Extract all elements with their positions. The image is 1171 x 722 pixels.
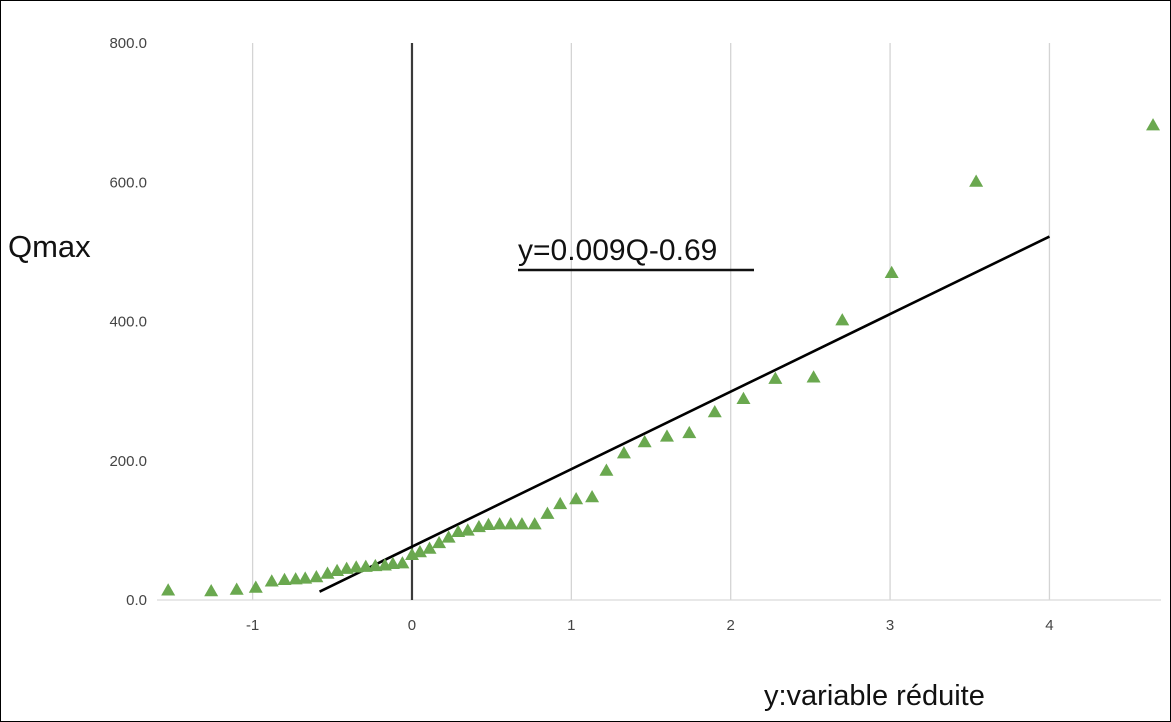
data-point-triangle [682,425,697,439]
data-point-triangle [835,313,850,326]
data-point-triangle [637,434,652,448]
data-point-triangle [616,446,631,459]
x-tick-label: 2 [727,617,735,634]
data-point-triangle [432,535,447,549]
y-tick-label: 200.0 [109,453,147,470]
data-point-triangle [288,572,303,585]
data-point-triangle [492,517,507,530]
x-tick-label: 4 [1045,617,1053,634]
x-tick-label: 0 [408,617,416,634]
data-point-triangle [768,371,783,384]
data-points [161,118,1161,597]
data-point-triangle [385,556,400,570]
data-point-triangle [707,405,722,418]
x-axis-title: y:variable réduite [764,680,985,712]
data-point-triangle [229,582,244,595]
data-point-triangle [553,496,568,510]
grid-lines [251,43,1051,600]
y-tick-label: 600.0 [109,174,147,191]
data-point-triangle [969,174,984,187]
data-point-triangle [503,517,518,530]
data-point-triangle [358,559,373,572]
trendline-path [318,235,1051,593]
data-point-triangle [298,571,313,584]
data-point-triangle [349,560,364,573]
data-point-triangle [395,556,410,569]
data-point-triangle [460,523,475,536]
data-point-triangle [422,541,437,554]
data-point-triangle [806,370,821,383]
equation-text: y=0.009Q-0.69 [518,234,717,267]
y-tick-label: 400.0 [109,314,147,331]
data-point-triangle [585,489,600,503]
data-point-triangle [339,561,354,574]
data-point-triangle [514,517,529,530]
y-axis-title: Qmax [8,229,91,264]
data-point-triangle [309,570,324,583]
data-point-triangle [527,517,542,530]
tick-labels: -1 0 1 2 3 4 0.0 200.0 400.0 600.0 800.0 [109,35,1053,634]
data-point-triangle [599,463,614,476]
x-tick-label: -1 [246,617,259,634]
data-point-triangle [659,429,674,442]
y-tick-label: 800.0 [109,35,147,52]
data-point-triangle [736,391,751,405]
data-point-triangle [441,530,456,543]
trendline [318,235,1051,593]
data-point-triangle [481,517,496,531]
data-point-triangle [204,583,219,597]
data-point-triangle [1146,118,1161,131]
equation-annotation: y=0.009Q-0.69 [518,234,754,272]
data-point-triangle [569,492,584,505]
x-tick-label: 3 [886,617,894,634]
x-tick-label: 1 [567,617,575,634]
data-point-triangle [884,265,899,279]
data-point-triangle [248,580,263,593]
y-tick-label: 0.0 [126,592,147,609]
data-point-triangle [451,524,466,538]
data-point-triangle [540,506,555,519]
data-point-triangle [412,544,427,558]
data-point-triangle [264,574,279,587]
axes [157,43,1161,601]
data-point-triangle [368,558,383,572]
data-point-triangle [277,572,292,586]
data-point-triangle [161,583,176,596]
